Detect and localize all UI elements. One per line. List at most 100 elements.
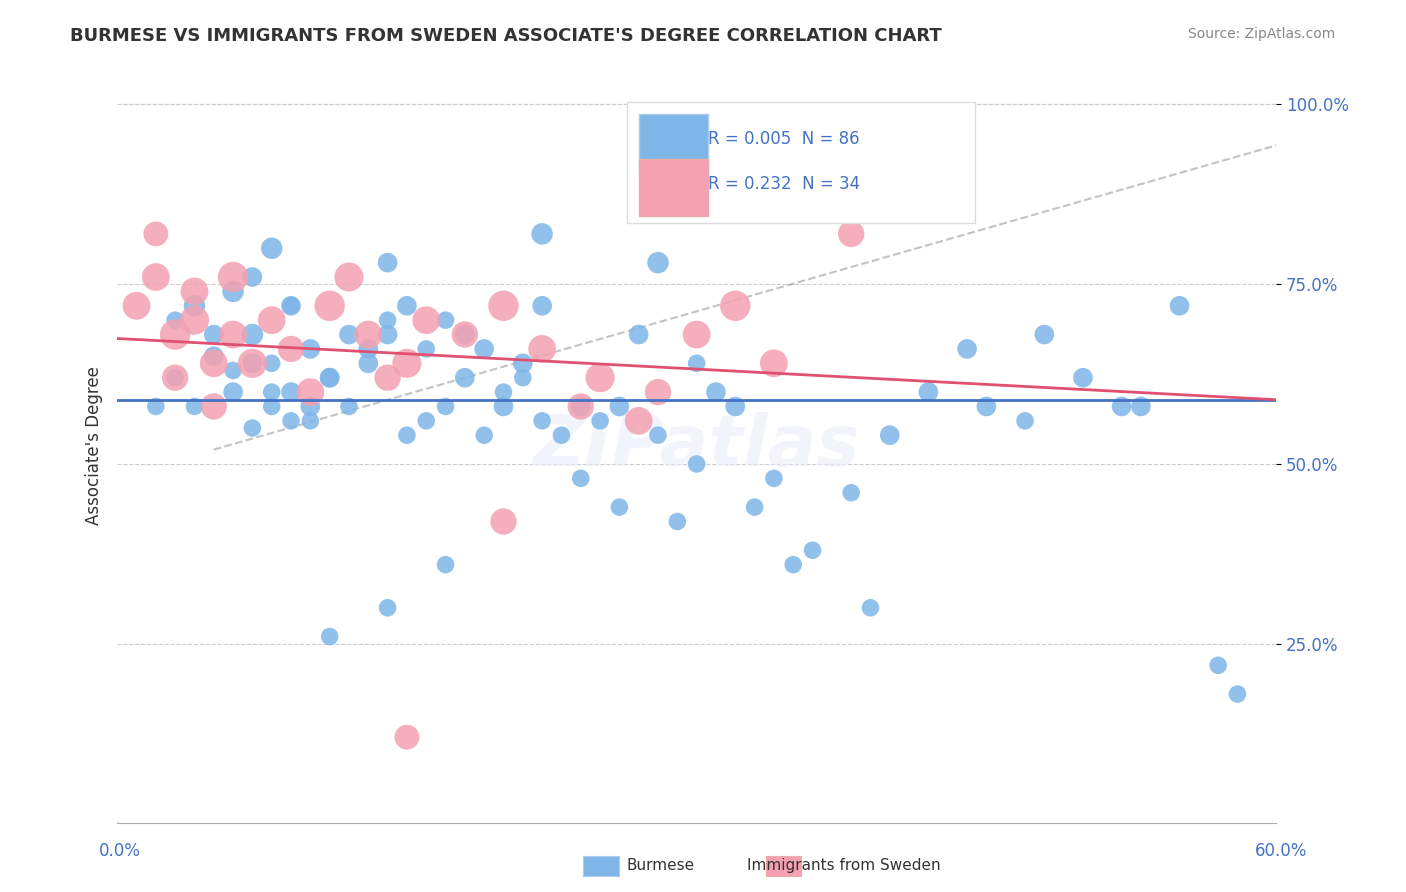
Point	[222, 327, 245, 342]
Point	[377, 313, 399, 327]
Point	[202, 356, 225, 370]
Point	[260, 400, 283, 414]
Text: 0.0%: 0.0%	[98, 842, 141, 860]
Point	[1071, 370, 1094, 384]
Point	[1014, 414, 1036, 428]
Point	[434, 558, 457, 572]
Point	[183, 313, 205, 327]
Point	[589, 414, 612, 428]
Point	[859, 600, 882, 615]
Point	[589, 370, 612, 384]
Point	[879, 428, 901, 442]
Point	[627, 327, 650, 342]
Point	[299, 414, 322, 428]
Point	[531, 227, 554, 241]
Point	[357, 356, 380, 370]
Point	[377, 370, 399, 384]
Point	[569, 400, 592, 414]
Point	[260, 313, 283, 327]
Point	[647, 385, 669, 400]
Text: R = 0.005  N = 86: R = 0.005 N = 86	[709, 130, 860, 148]
Point	[377, 327, 399, 342]
Point	[704, 385, 727, 400]
Point	[337, 327, 360, 342]
Point	[183, 285, 205, 299]
Text: Burmese: Burmese	[627, 858, 695, 872]
Point	[839, 227, 862, 241]
Point	[627, 414, 650, 428]
Point	[165, 370, 187, 384]
Point	[125, 299, 148, 313]
Point	[280, 342, 302, 356]
Point	[1168, 299, 1191, 313]
Point	[512, 370, 534, 384]
Point	[202, 400, 225, 414]
Point	[762, 471, 785, 485]
Point	[242, 270, 264, 285]
Point	[260, 356, 283, 370]
Point	[165, 313, 187, 327]
Point	[472, 428, 495, 442]
Point	[415, 342, 437, 356]
Point	[299, 385, 322, 400]
Point	[454, 327, 477, 342]
Text: Immigrants from Sweden: Immigrants from Sweden	[747, 858, 941, 872]
Point	[357, 342, 380, 356]
Point	[801, 543, 824, 558]
Point	[145, 270, 167, 285]
Point	[280, 385, 302, 400]
Point	[357, 327, 380, 342]
Point	[318, 370, 340, 384]
Point	[415, 313, 437, 327]
Point	[242, 356, 264, 370]
Point	[472, 342, 495, 356]
Point	[395, 428, 418, 442]
Y-axis label: Associate's Degree: Associate's Degree	[86, 367, 103, 525]
Point	[145, 400, 167, 414]
Point	[917, 385, 939, 400]
Point	[395, 730, 418, 744]
Point	[318, 299, 340, 313]
Point	[260, 241, 283, 255]
Point	[956, 342, 979, 356]
Point	[1129, 400, 1152, 414]
Point	[647, 255, 669, 269]
Point	[337, 270, 360, 285]
Point	[222, 285, 245, 299]
Point	[1226, 687, 1249, 701]
Point	[202, 349, 225, 363]
Point	[377, 600, 399, 615]
Point	[434, 400, 457, 414]
Point	[492, 385, 515, 400]
Point	[242, 421, 264, 435]
Point	[222, 385, 245, 400]
Point	[222, 270, 245, 285]
Text: ZIPatlas: ZIPatlas	[533, 411, 860, 481]
Point	[1206, 658, 1229, 673]
Point	[415, 414, 437, 428]
Point	[685, 327, 707, 342]
Text: R = 0.232  N = 34: R = 0.232 N = 34	[709, 176, 860, 194]
Point	[762, 356, 785, 370]
Point	[531, 342, 554, 356]
Point	[318, 370, 340, 384]
Point	[165, 370, 187, 384]
Text: 60.0%: 60.0%	[1256, 842, 1308, 860]
Point	[202, 327, 225, 342]
Point	[337, 400, 360, 414]
Point	[395, 356, 418, 370]
Point	[724, 400, 747, 414]
Point	[280, 414, 302, 428]
Point	[1111, 400, 1133, 414]
Point	[242, 356, 264, 370]
FancyBboxPatch shape	[638, 114, 709, 170]
Point	[492, 400, 515, 414]
Point	[260, 385, 283, 400]
Point	[492, 299, 515, 313]
Point	[492, 515, 515, 529]
Point	[377, 255, 399, 269]
Point	[782, 558, 804, 572]
Point	[183, 299, 205, 313]
Point	[222, 363, 245, 377]
Point	[512, 356, 534, 370]
